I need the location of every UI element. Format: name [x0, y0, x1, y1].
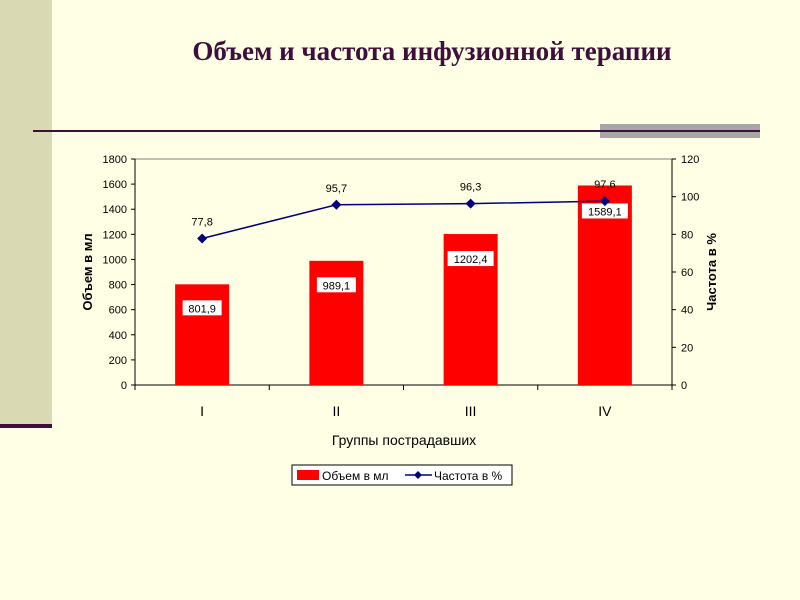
- side-decoration-line: [0, 424, 52, 428]
- line-value-label: 77,8: [191, 216, 212, 228]
- bar-label-bg: [447, 251, 494, 267]
- bar-value-label: 801,9: [188, 303, 216, 315]
- line-value-label: 96,3: [460, 182, 481, 194]
- y-tick-label: 1200: [103, 229, 127, 241]
- line-point: [465, 198, 476, 209]
- y2-tick-label: 40: [681, 305, 693, 317]
- y-tick-label: 0: [121, 380, 127, 392]
- line-value-label: 95,7: [326, 183, 347, 195]
- side-decoration-bar: [0, 0, 52, 425]
- x-tick-label: II: [332, 403, 340, 419]
- bar-value-label: 1202,4: [454, 254, 488, 266]
- frequency-line: [201, 200, 605, 240]
- y2-tick-label: 60: [681, 267, 693, 279]
- bar-label-bg: [182, 300, 222, 316]
- line-point: [197, 233, 208, 244]
- y-tick-label: 600: [109, 305, 127, 317]
- y2-tick-label: 80: [681, 229, 693, 241]
- bar-value-label: 1589,1: [588, 206, 622, 218]
- y-tick-label: 800: [109, 280, 127, 292]
- legend-bar-swatch: [297, 470, 319, 480]
- bar-label-bg: [581, 203, 628, 219]
- y-tick-label: 1000: [103, 254, 127, 266]
- x-tick-label: I: [200, 403, 204, 419]
- y-tick-label: 400: [109, 330, 127, 342]
- y2-axis-title: Частота в %: [704, 233, 719, 311]
- legend-line-marker: [414, 471, 422, 479]
- legend: [291, 464, 513, 486]
- x-tick-label: III: [465, 403, 477, 419]
- bar-label-bg: [316, 277, 356, 293]
- y2-tick-label: 20: [681, 342, 693, 354]
- bar: [175, 284, 230, 385]
- y-tick-label: 200: [109, 355, 127, 367]
- y-tick-label: 1400: [103, 204, 127, 216]
- bar: [577, 185, 632, 385]
- y-axis-title: Объем в мл: [80, 233, 95, 310]
- legend-bar-label: Объем в мл: [322, 469, 389, 483]
- y2-tick-label: 120: [681, 154, 699, 166]
- y-tick-label: 1800: [103, 154, 127, 166]
- y-tick-label: 1600: [103, 179, 127, 191]
- line-point: [331, 199, 342, 210]
- x-axis-title: Группы пострадавших: [332, 432, 476, 448]
- bar-value-label: 989,1: [323, 280, 351, 292]
- slide-title: Объем и частота инфузионной терапии: [192, 36, 672, 66]
- y2-tick-label: 100: [681, 192, 699, 204]
- legend-line-label: Частота в %: [434, 469, 503, 483]
- title-divider: [33, 130, 760, 132]
- line-value-label: 97,6: [594, 179, 615, 191]
- x-tick-label: IV: [598, 403, 612, 419]
- title-divider-accent-line: [600, 130, 760, 132]
- line-point: [599, 196, 610, 207]
- y2-tick-label: 0: [681, 380, 687, 392]
